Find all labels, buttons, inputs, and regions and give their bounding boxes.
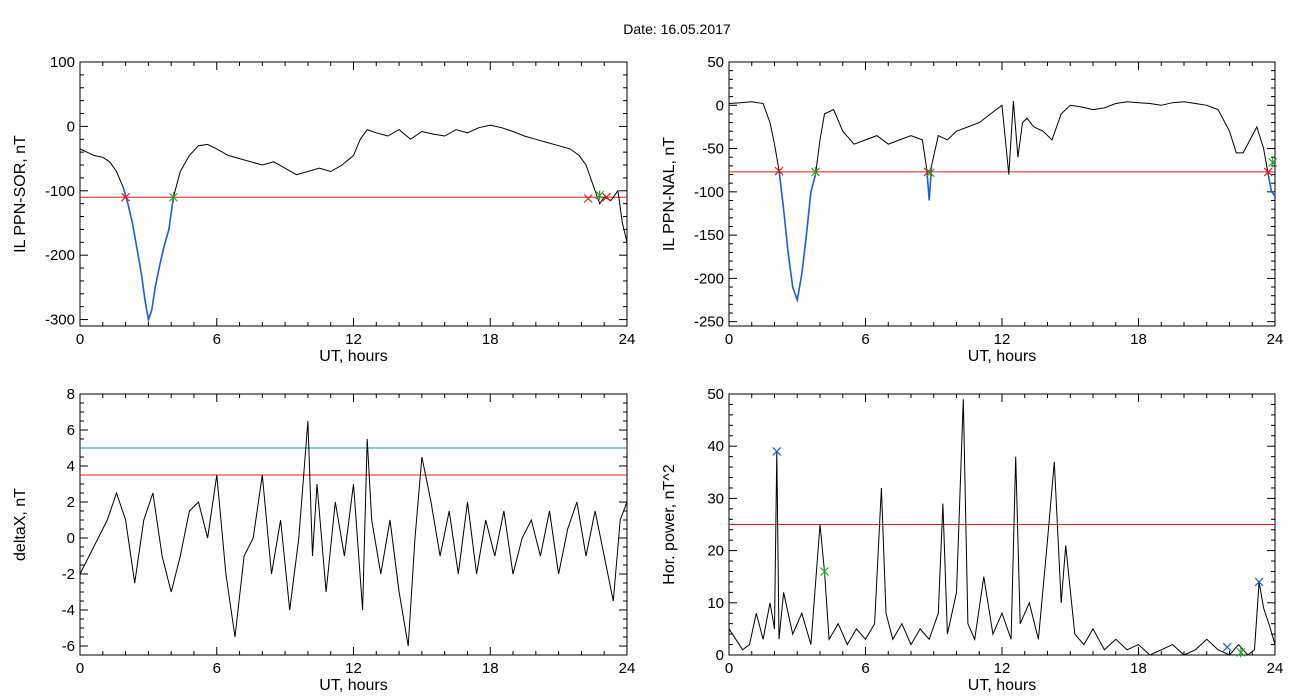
marker-blue — [772, 446, 782, 456]
x-tick-label: 24 — [1267, 660, 1284, 677]
plot-area — [729, 399, 1275, 655]
x-axis-label: UT, hours — [319, 348, 387, 365]
x-tick-label: 0 — [76, 331, 84, 348]
y-axis-label: Hor. power, nT^2 — [661, 464, 678, 585]
x-tick-label: 18 — [482, 331, 499, 348]
plot-area — [80, 124, 627, 323]
x-axis-label: UT, hours — [968, 677, 1036, 694]
y-tick-label: 0 — [67, 118, 75, 135]
series-line — [729, 399, 1275, 655]
marker-green — [811, 166, 820, 177]
x-tick-label: 12 — [994, 331, 1011, 348]
y-tick-label: -4 — [62, 602, 75, 619]
y-tick-label: 0 — [716, 97, 724, 114]
y-tick-label: -6 — [62, 638, 75, 655]
x-tick-label: 0 — [725, 660, 733, 677]
x-tick-label: 6 — [213, 331, 221, 348]
plot-frame — [79, 393, 628, 656]
y-tick-label: 30 — [707, 490, 724, 507]
x-tick-label: 12 — [994, 660, 1011, 677]
x-tick-label: 6 — [861, 660, 869, 677]
x-tick-label: 6 — [861, 331, 869, 348]
y-tick-label: -250 — [694, 314, 724, 331]
y-tick-label: -100 — [45, 183, 75, 200]
series-line — [80, 420, 627, 647]
plot-area — [729, 100, 1275, 304]
x-tick-label: 24 — [619, 660, 636, 677]
highlight-segment — [778, 170, 817, 304]
y-tick-label: 10 — [707, 595, 724, 612]
x-tick-label: 24 — [619, 331, 636, 348]
x-tick-label: 0 — [725, 331, 733, 348]
y-tick-label: 2 — [67, 494, 75, 511]
marker-green — [169, 192, 178, 203]
x-tick-label: 6 — [213, 660, 221, 677]
series-line — [729, 100, 1275, 302]
plot-frame — [79, 61, 628, 327]
y-tick-label: 0 — [67, 530, 75, 547]
y-tick-label: 40 — [707, 438, 724, 455]
marker-blue — [1222, 642, 1232, 652]
highlight-segment — [1267, 174, 1275, 197]
marker-blue — [1254, 577, 1264, 587]
y-tick-label: 100 — [50, 54, 75, 71]
y-tick-label: -100 — [694, 184, 724, 201]
marker-red — [583, 194, 593, 203]
marker-red — [602, 192, 611, 202]
y-tick-label: -200 — [694, 270, 724, 287]
y-tick-label: 8 — [67, 386, 75, 403]
marker-red — [774, 166, 784, 176]
y-tick-label: -300 — [45, 312, 75, 329]
figure-title: Date: 16.05.2017 — [623, 21, 731, 37]
marker-green — [1236, 647, 1246, 658]
y-tick-label: 50 — [707, 386, 724, 403]
y-axis-label: IL PPN-NAL, nT — [661, 137, 678, 251]
chart-ppn-nal: 0 6 12 18 24 50 0 -50 -100 -150 -200 -250 UT, hours I… — [661, 54, 1283, 365]
x-axis-label: UT, hours — [968, 348, 1036, 365]
y-tick-label: -50 — [702, 141, 724, 158]
marker-red — [121, 192, 131, 202]
chart-ppn-sor: 0 6 12 18 24 100 0 -100 -200 -300 UT, hours IL PPN-… — [12, 54, 635, 365]
x-axis-label: UT, hours — [319, 677, 387, 694]
marker-green — [820, 566, 829, 577]
x-tick-label: 18 — [482, 660, 499, 677]
series-line — [80, 124, 627, 322]
x-tick-label: 12 — [345, 331, 362, 348]
highlight-segment — [122, 187, 175, 323]
y-tick-label: 20 — [707, 543, 724, 560]
y-tick-label: 50 — [707, 54, 724, 71]
marker-green — [595, 190, 605, 201]
plot-area — [80, 420, 627, 647]
y-tick-label: 6 — [67, 422, 75, 439]
y-axis-label: deltaX, nT — [12, 488, 29, 561]
x-tick-label: 18 — [1130, 331, 1147, 348]
marker-red — [1263, 167, 1273, 177]
x-tick-label: 24 — [1267, 331, 1284, 348]
chart-hor-power: 0 6 12 18 24 50 40 30 20 10 0 UT, hours Hor. power, … — [661, 386, 1283, 694]
chart-deltax: 0 6 12 18 24 8 6 4 2 0 -2 -4 -6 UT, hours deltaX, nT — [12, 386, 635, 694]
y-tick-label: 4 — [67, 458, 75, 475]
x-tick-label: 18 — [1130, 660, 1147, 677]
marker-green — [1268, 157, 1278, 168]
y-tick-label: 0 — [716, 647, 724, 664]
y-axis-label: IL PPN-SOR, nT — [12, 135, 29, 253]
y-tick-label: -2 — [62, 566, 75, 583]
marker-green — [925, 167, 935, 178]
y-tick-label: -150 — [694, 227, 724, 244]
y-tick-label: -200 — [45, 247, 75, 264]
x-tick-label: 0 — [76, 660, 84, 677]
x-tick-label: 12 — [345, 660, 362, 677]
